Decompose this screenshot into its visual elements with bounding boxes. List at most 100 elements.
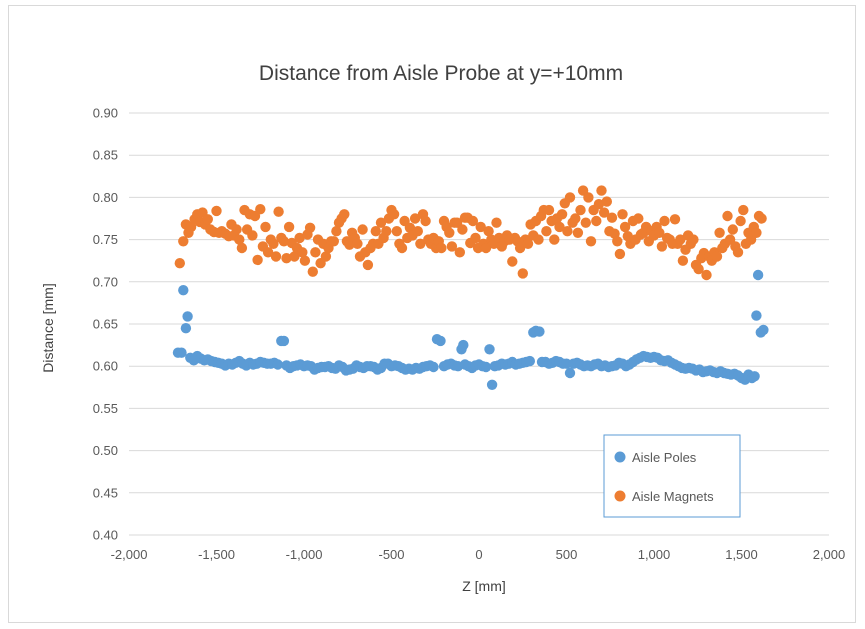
data-point-aisle-magnets [412, 226, 423, 237]
data-point-aisle-magnets [409, 213, 421, 224]
data-point-aisle-magnets [619, 221, 631, 233]
data-point-aisle-magnets [352, 238, 363, 249]
data-point-aisle-magnets [711, 251, 723, 262]
data-point-aisle-magnets [564, 192, 576, 203]
data-point-aisle-magnets [252, 254, 263, 266]
legend: Aisle Poles Aisle Magnets [603, 434, 741, 518]
chart-frame: Distance from Aisle Probe at y=+10mm 0.4… [8, 5, 856, 623]
data-point-aisle-magnets [614, 248, 626, 260]
y-tick-label: 0.45 [93, 485, 118, 500]
x-tick-label: 2,000 [813, 547, 846, 562]
x-tick-label: 500 [556, 547, 578, 562]
data-point-aisle-magnets [381, 226, 392, 237]
data-point-aisle-poles [751, 310, 762, 321]
chart-title: Distance from Aisle Probe at y=+10mm [259, 62, 623, 85]
data-point-aisle-magnets [446, 241, 458, 252]
data-point-aisle-magnets [454, 247, 465, 258]
data-point-aisle-magnets [575, 204, 586, 216]
data-point-aisle-magnets [543, 204, 555, 216]
data-point-aisle-magnets [273, 206, 284, 217]
data-point-aisle-magnets [732, 247, 744, 258]
data-point-aisle-magnets [268, 238, 279, 249]
data-point-aisle-poles [486, 379, 498, 390]
data-point-aisle-magnets [727, 224, 738, 235]
y-tick-label: 0.50 [93, 443, 118, 458]
x-tick-label: 0 [475, 547, 482, 562]
data-point-aisle-magnets [436, 242, 447, 254]
data-point-aisle-magnets [283, 221, 295, 233]
y-tick-label: 0.70 [93, 274, 118, 289]
data-point-aisle-magnets [677, 255, 689, 266]
data-point-aisle-magnets [570, 213, 581, 224]
x-tick-label: -1,000 [286, 547, 323, 562]
data-point-aisle-magnets [591, 215, 602, 227]
data-point-aisle-magnets [633, 213, 644, 224]
data-point-aisle-magnets [617, 209, 628, 220]
data-point-aisle-magnets [514, 242, 526, 254]
data-point-aisle-poles [564, 367, 576, 379]
data-point-aisle-magnets [328, 236, 339, 247]
data-point-aisle-magnets [601, 196, 612, 207]
data-point-aisle-magnets [294, 232, 305, 244]
y-tick-label: 0.90 [93, 106, 118, 121]
data-point-aisle-magnets [320, 251, 332, 262]
y-tick-label: 0.85 [93, 148, 118, 163]
data-point-aisle-magnets [297, 247, 308, 258]
data-point-aisle-magnets [480, 242, 492, 254]
data-point-aisle-magnets [375, 217, 387, 228]
data-point-aisle-poles [278, 335, 290, 347]
data-point-aisle-poles [480, 361, 492, 373]
data-point-aisle-magnets [247, 230, 258, 241]
legend-label-aisle-poles: Aisle Poles [632, 450, 697, 465]
data-point-aisle-magnets [675, 234, 686, 245]
data-point-aisle-magnets [467, 215, 479, 227]
series-aisle-magnets [174, 185, 767, 281]
y-axis-label: Distance [mm] [40, 283, 56, 372]
data-point-aisle-magnets [236, 242, 248, 254]
data-point-aisle-magnets [396, 242, 408, 254]
data-point-aisle-magnets [475, 221, 486, 233]
legend-label-aisle-magnets: Aisle Magnets [632, 489, 714, 504]
data-point-aisle-magnets [483, 226, 494, 237]
data-point-aisle-magnets [722, 210, 733, 222]
y-tick-label: 0.75 [93, 232, 118, 247]
data-point-aisle-magnets [231, 224, 242, 235]
data-point-aisle-magnets [751, 227, 762, 238]
data-point-aisle-magnets [688, 234, 699, 245]
x-tick-label: 1,500 [725, 547, 758, 562]
data-point-aisle-magnets [470, 232, 481, 244]
data-point-aisle-magnets [556, 209, 568, 220]
data-point-aisle-poles [428, 361, 439, 373]
data-point-aisle-poles [484, 344, 495, 355]
data-point-aisle-magnets [541, 226, 552, 237]
data-point-aisle-magnets [656, 241, 668, 252]
x-tick-label: -1,500 [198, 547, 235, 562]
x-tick-label: -500 [378, 547, 404, 562]
data-point-aisle-magnets [281, 253, 292, 264]
y-tick-label: 0.80 [93, 190, 118, 205]
data-point-aisle-magnets [211, 205, 222, 217]
scatter-chart: Distance from Aisle Probe at y=+10mm 0.4… [40, 62, 846, 594]
y-tick-label: 0.40 [93, 528, 118, 543]
data-point-aisle-magnets [304, 222, 316, 233]
data-point-aisle-magnets [562, 226, 573, 237]
data-point-aisle-magnets [174, 258, 185, 269]
data-point-aisle-magnets [289, 251, 300, 262]
series-aisle-poles [172, 269, 769, 390]
data-point-aisle-magnets [307, 266, 318, 277]
data-point-aisle-magnets [491, 217, 502, 228]
data-point-aisle-magnets [585, 236, 597, 247]
data-point-aisle-magnets [612, 236, 623, 247]
data-point-aisle-magnets [202, 214, 213, 225]
data-point-aisle-poles [749, 371, 760, 382]
data-point-aisle-magnets [549, 234, 560, 245]
y-tick-label: 0.55 [93, 401, 118, 416]
data-point-aisle-poles [758, 324, 769, 336]
data-point-aisle-magnets [693, 263, 704, 275]
data-point-aisle-magnets [593, 199, 605, 210]
data-point-aisle-magnets [522, 238, 534, 249]
legend-marker-aisle-magnets [614, 490, 626, 502]
data-point-aisle-magnets [357, 224, 368, 235]
legend-marker-aisle-poles [614, 451, 626, 463]
data-point-aisle-magnets [606, 212, 618, 223]
